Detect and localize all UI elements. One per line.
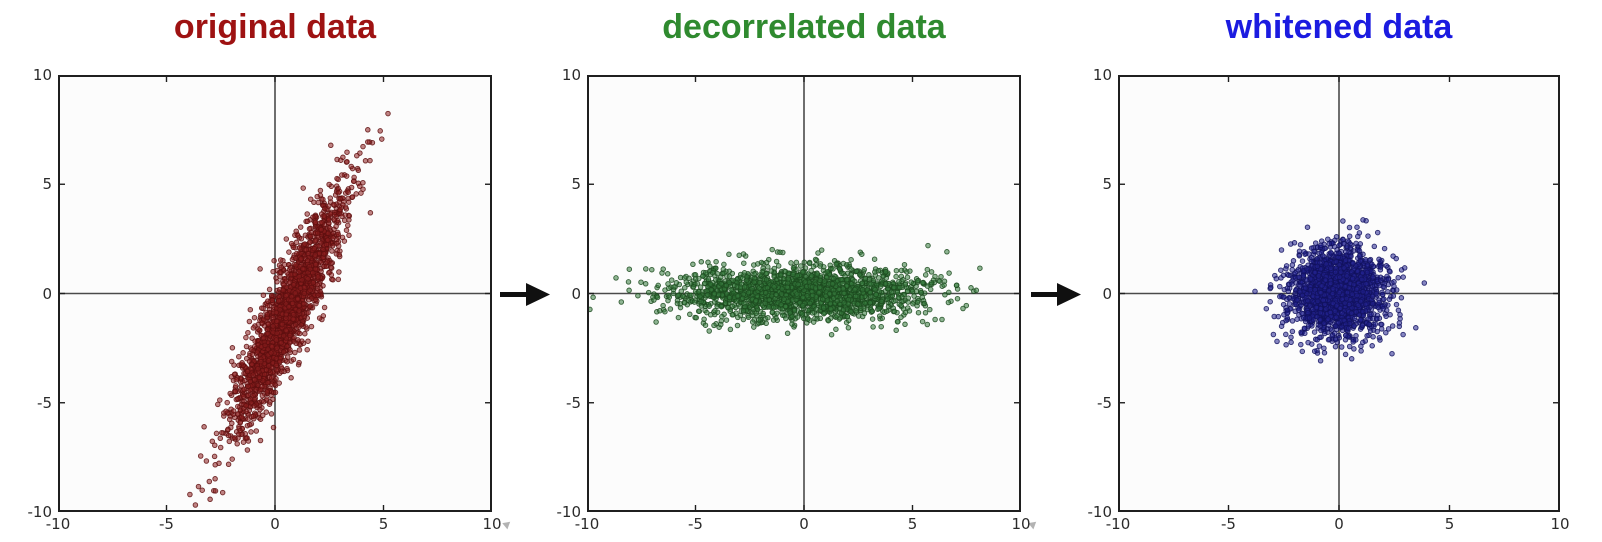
x-tick-label: 5 [1444,515,1455,533]
panel-title-original: original data [173,8,377,46]
plot-border [1118,75,1560,512]
y-tick-label: 0 [1102,284,1112,303]
y-tick-label: -5 [1097,393,1112,412]
y-tick-label: 5 [42,175,52,194]
y-tick-label: 0 [571,284,581,303]
x-tick-label: 0 [799,515,809,533]
panel-title-decorrelated: decorrelated data [662,8,946,46]
x-tick-label: -5 [688,515,703,533]
y-tick-label: -10 [1087,503,1113,521]
plot-border [587,75,1021,512]
x-tick-label: 5 [378,515,389,533]
x-tick-label: 10 [1550,515,1570,533]
x-tick-label: -10 [574,515,600,533]
y-tick-label: 10 [561,66,581,84]
y-tick-label: -5 [566,393,581,412]
y-tick-label: 0 [42,284,52,303]
x-tick-label: 10 [1011,515,1031,533]
y-tick-label: -10 [27,503,53,521]
scatter-plot-original [58,75,492,512]
arrow-right-icon [1031,283,1081,306]
x-tick-label: -5 [1221,515,1236,533]
y-tick-label: -5 [37,393,52,412]
y-tick-label: 5 [571,175,581,194]
scatter-points [587,242,983,340]
x-tick-label: 5 [907,515,918,533]
y-tick-label: 10 [1092,66,1112,84]
x-tick-label: 10 [482,515,502,533]
x-tick-label: 0 [270,515,280,533]
compression-artifact-mark [502,518,513,530]
panel-title-whitened: whitened data [1225,8,1453,46]
scatter-points [1252,217,1428,364]
x-tick-label: -5 [159,515,174,533]
plot-border [58,75,492,512]
x-tick-label: -10 [45,515,71,533]
x-tick-label: 0 [1334,515,1344,533]
x-tick-label: -10 [1105,515,1131,533]
origin-crosshair [58,75,492,512]
y-tick-label: 5 [1102,175,1112,194]
scatter-plot-decorrelated [587,75,1021,512]
y-tick-label: -10 [556,503,582,521]
scatter-plot-whitened [1118,75,1560,512]
arrow-right-icon [500,283,550,306]
y-tick-label: 10 [32,66,52,84]
scatter-points [187,110,391,508]
